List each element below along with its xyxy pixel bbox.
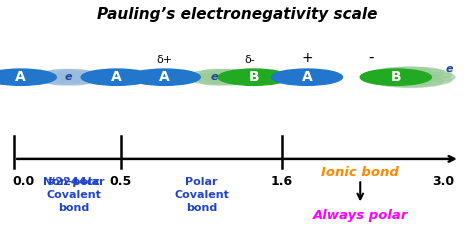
Ellipse shape <box>187 73 220 81</box>
Ellipse shape <box>34 73 67 81</box>
Ellipse shape <box>81 69 152 85</box>
Text: 0.0: 0.0 <box>13 175 35 188</box>
Text: Polar
Covalent
bond: Polar Covalent bond <box>174 177 229 213</box>
Ellipse shape <box>70 73 103 81</box>
Ellipse shape <box>46 77 80 85</box>
Ellipse shape <box>360 69 431 85</box>
Ellipse shape <box>271 69 342 85</box>
Text: +: + <box>301 51 313 65</box>
Ellipse shape <box>409 75 452 85</box>
Text: e: e <box>211 72 218 82</box>
Text: e: e <box>446 64 453 74</box>
Ellipse shape <box>190 71 224 79</box>
Ellipse shape <box>67 71 100 79</box>
Ellipse shape <box>223 73 256 81</box>
Ellipse shape <box>368 75 411 85</box>
Text: -: - <box>368 50 374 65</box>
Text: B: B <box>248 70 259 84</box>
Ellipse shape <box>202 73 241 82</box>
Text: A: A <box>15 70 26 84</box>
Ellipse shape <box>210 69 244 77</box>
Ellipse shape <box>46 69 80 77</box>
Text: e: e <box>65 72 73 82</box>
Ellipse shape <box>58 77 91 85</box>
Ellipse shape <box>389 78 431 87</box>
Text: Always polar: Always polar <box>312 209 408 222</box>
Text: 0.5: 0.5 <box>110 175 132 188</box>
Ellipse shape <box>412 72 455 82</box>
Ellipse shape <box>67 76 100 84</box>
Ellipse shape <box>0 69 56 85</box>
Ellipse shape <box>200 77 233 85</box>
Ellipse shape <box>219 76 253 84</box>
Ellipse shape <box>389 67 431 77</box>
Ellipse shape <box>400 68 443 77</box>
Ellipse shape <box>365 72 408 82</box>
Text: Ionic bond: Ionic bond <box>321 166 399 179</box>
Text: δ-: δ- <box>245 55 255 65</box>
Ellipse shape <box>219 71 253 79</box>
Ellipse shape <box>190 76 224 84</box>
Text: A: A <box>111 70 122 84</box>
Ellipse shape <box>400 77 443 87</box>
Ellipse shape <box>377 68 420 77</box>
Ellipse shape <box>200 69 233 77</box>
Ellipse shape <box>37 76 71 84</box>
Ellipse shape <box>218 69 289 85</box>
Text: 3.0: 3.0 <box>432 175 454 188</box>
Text: Pauling’s electronegativity scale: Pauling’s electronegativity scale <box>97 7 377 22</box>
Ellipse shape <box>37 71 71 79</box>
Text: B: B <box>391 70 401 84</box>
Ellipse shape <box>377 77 420 87</box>
Ellipse shape <box>368 69 411 79</box>
Ellipse shape <box>409 69 452 79</box>
Ellipse shape <box>129 69 200 85</box>
Text: #2244cc: #2244cc <box>46 177 100 187</box>
Text: A: A <box>301 70 312 84</box>
Text: δ+: δ+ <box>156 55 173 65</box>
Text: A: A <box>159 70 170 84</box>
Ellipse shape <box>210 77 244 85</box>
Ellipse shape <box>58 69 91 77</box>
Text: Non-polar
Covalent
bond: Non-polar Covalent bond <box>43 177 104 213</box>
Ellipse shape <box>49 73 88 82</box>
Ellipse shape <box>384 71 436 83</box>
Text: 1.6: 1.6 <box>271 175 293 188</box>
